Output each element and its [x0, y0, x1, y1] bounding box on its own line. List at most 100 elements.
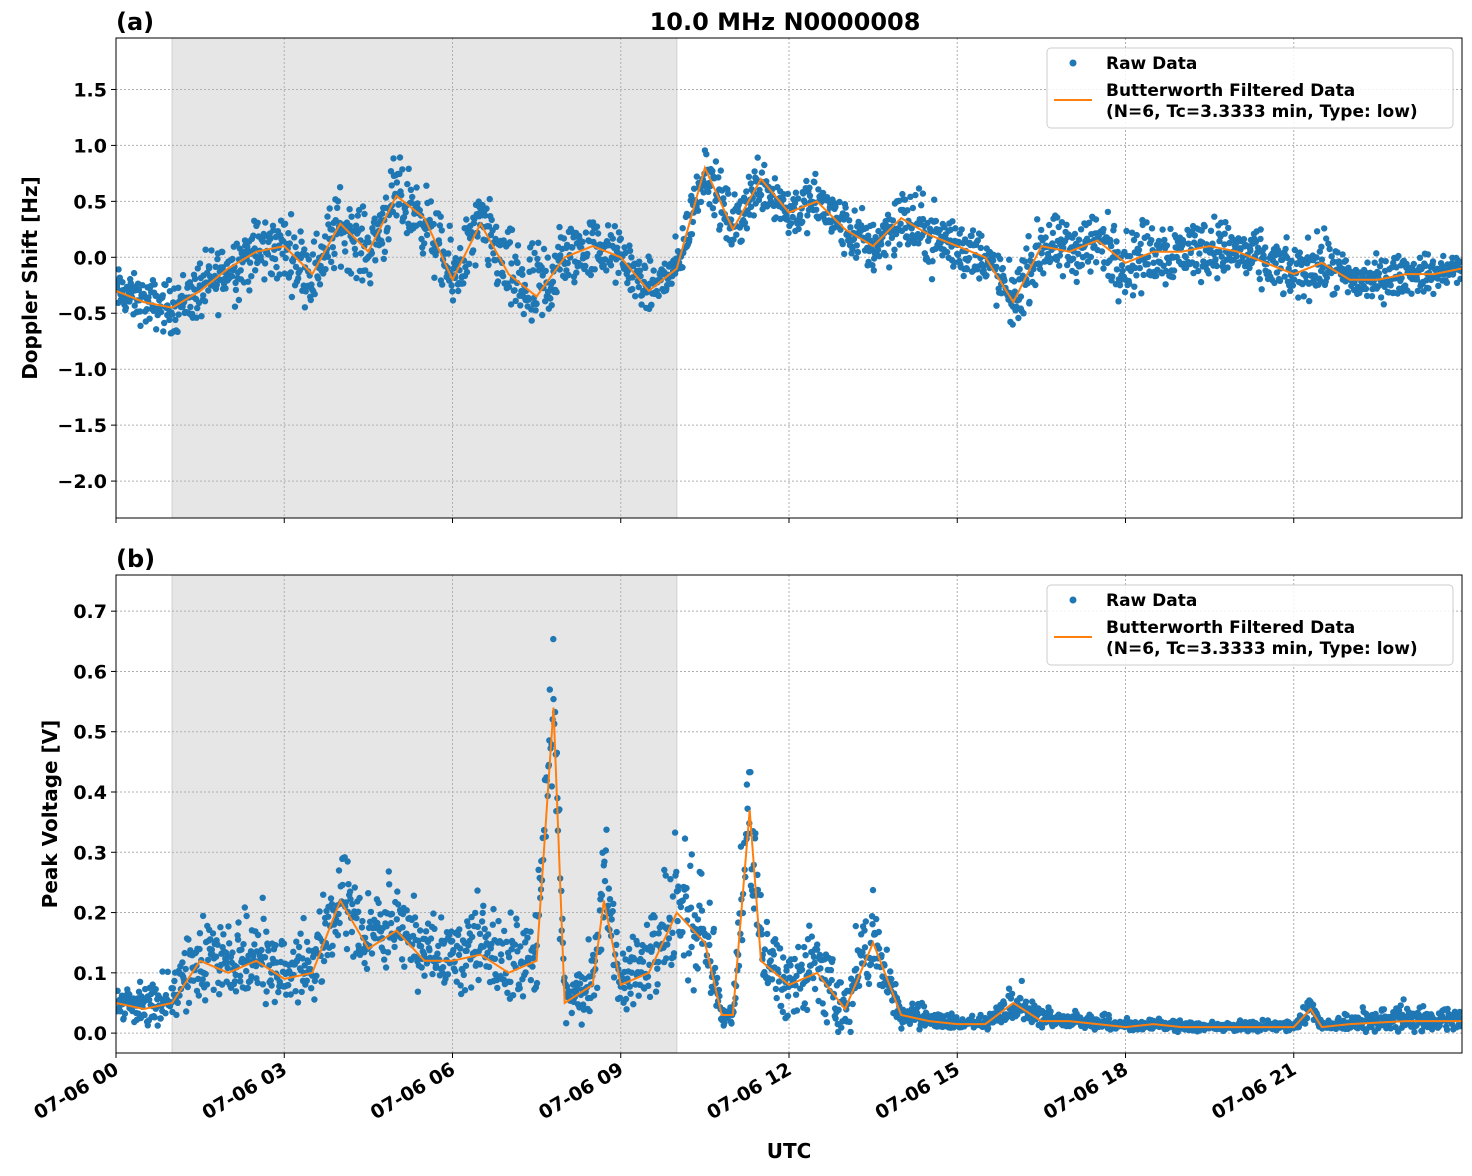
raw-data-point — [1402, 282, 1409, 289]
raw-data-point — [222, 285, 229, 292]
raw-data-point — [1306, 297, 1313, 305]
raw-data-point — [540, 245, 548, 253]
raw-data-point — [655, 958, 662, 966]
raw-data-point — [361, 959, 368, 967]
raw-data-point — [671, 829, 679, 836]
raw-data-point — [1113, 266, 1121, 273]
raw-data-point — [463, 947, 470, 954]
raw-data-point — [803, 1006, 811, 1014]
raw-data-point — [157, 1015, 164, 1022]
raw-data-point — [136, 978, 144, 985]
raw-data-point — [475, 976, 482, 984]
raw-data-point — [393, 916, 400, 923]
raw-data-point — [1022, 998, 1030, 1005]
raw-data-point — [511, 941, 519, 948]
raw-data-point — [1247, 247, 1254, 254]
raw-data-point — [1016, 266, 1023, 273]
raw-data-point — [675, 883, 682, 890]
raw-data-point — [858, 204, 866, 212]
raw-data-point — [1028, 251, 1035, 258]
raw-data-point — [542, 267, 549, 275]
raw-data-point — [162, 1010, 169, 1017]
y-tick-label: −0.5 — [57, 303, 107, 325]
raw-data-point — [773, 994, 780, 1002]
panel-label: (b) — [116, 545, 155, 573]
raw-data-point — [679, 929, 686, 936]
raw-data-point — [218, 981, 226, 988]
raw-data-point — [251, 245, 258, 252]
raw-data-point — [1416, 254, 1424, 261]
raw-data-point — [159, 292, 166, 299]
raw-data-point — [835, 217, 842, 224]
raw-data-point — [1411, 1028, 1418, 1036]
raw-data-point — [705, 188, 712, 195]
raw-data-point — [348, 928, 356, 936]
raw-data-point — [478, 918, 486, 925]
raw-data-point — [549, 278, 557, 285]
raw-data-point — [878, 952, 885, 959]
raw-data-point — [187, 303, 194, 311]
raw-data-point — [1372, 1010, 1379, 1018]
raw-data-point — [836, 198, 843, 206]
raw-data-point — [939, 252, 946, 259]
raw-data-point — [1162, 267, 1170, 275]
raw-data-point — [682, 893, 690, 900]
raw-data-point — [182, 965, 189, 973]
raw-data-point — [146, 315, 153, 322]
raw-data-point — [229, 255, 236, 263]
raw-data-point — [426, 947, 433, 954]
raw-data-point — [1000, 1000, 1008, 1008]
raw-data-point — [1038, 226, 1045, 234]
raw-data-point — [634, 941, 641, 948]
raw-data-point — [590, 992, 598, 999]
raw-data-point — [954, 251, 962, 259]
raw-data-point — [385, 236, 392, 243]
raw-data-point — [172, 316, 179, 324]
raw-data-point — [714, 974, 721, 982]
raw-data-point — [993, 263, 1000, 271]
raw-data-point — [1283, 234, 1290, 241]
raw-data-point — [791, 955, 798, 963]
raw-data-point — [654, 965, 661, 972]
raw-data-point — [578, 1021, 585, 1028]
raw-data-point — [427, 198, 435, 205]
raw-data-point — [1105, 1015, 1113, 1022]
raw-data-point — [476, 930, 484, 937]
raw-data-point — [346, 206, 353, 213]
y-tick-label: 0.6 — [73, 661, 107, 683]
raw-data-point — [711, 212, 718, 219]
raw-data-point — [1300, 293, 1308, 300]
raw-data-point — [482, 237, 489, 244]
raw-data-point — [243, 967, 250, 975]
raw-data-point — [235, 296, 243, 304]
y-tick-label: 0.2 — [73, 903, 107, 925]
raw-data-point — [685, 950, 693, 957]
raw-data-point — [779, 1008, 786, 1016]
raw-data-point — [196, 930, 204, 937]
raw-data-point — [813, 206, 820, 213]
raw-data-point — [307, 296, 314, 304]
raw-data-point — [432, 962, 440, 969]
raw-data-point — [785, 229, 792, 237]
raw-data-point — [627, 990, 634, 997]
raw-data-point — [725, 190, 732, 197]
raw-data-point — [493, 223, 500, 230]
raw-data-point — [1135, 246, 1143, 254]
raw-data-point — [630, 1001, 637, 1008]
raw-data-point — [313, 230, 320, 237]
raw-data-point — [415, 937, 422, 944]
raw-data-point — [1136, 264, 1144, 272]
raw-data-point — [271, 255, 279, 263]
raw-data-point — [808, 933, 815, 940]
raw-data-point — [384, 224, 391, 232]
raw-data-point — [919, 190, 927, 197]
raw-data-point — [1075, 250, 1082, 257]
raw-data-point — [210, 986, 217, 993]
raw-data-point — [207, 936, 214, 943]
raw-data-point — [674, 917, 681, 925]
raw-data-point — [431, 274, 438, 281]
raw-data-point — [526, 256, 533, 263]
raw-data-point — [412, 921, 420, 929]
raw-data-point — [606, 896, 614, 903]
raw-data-point — [519, 993, 527, 1000]
